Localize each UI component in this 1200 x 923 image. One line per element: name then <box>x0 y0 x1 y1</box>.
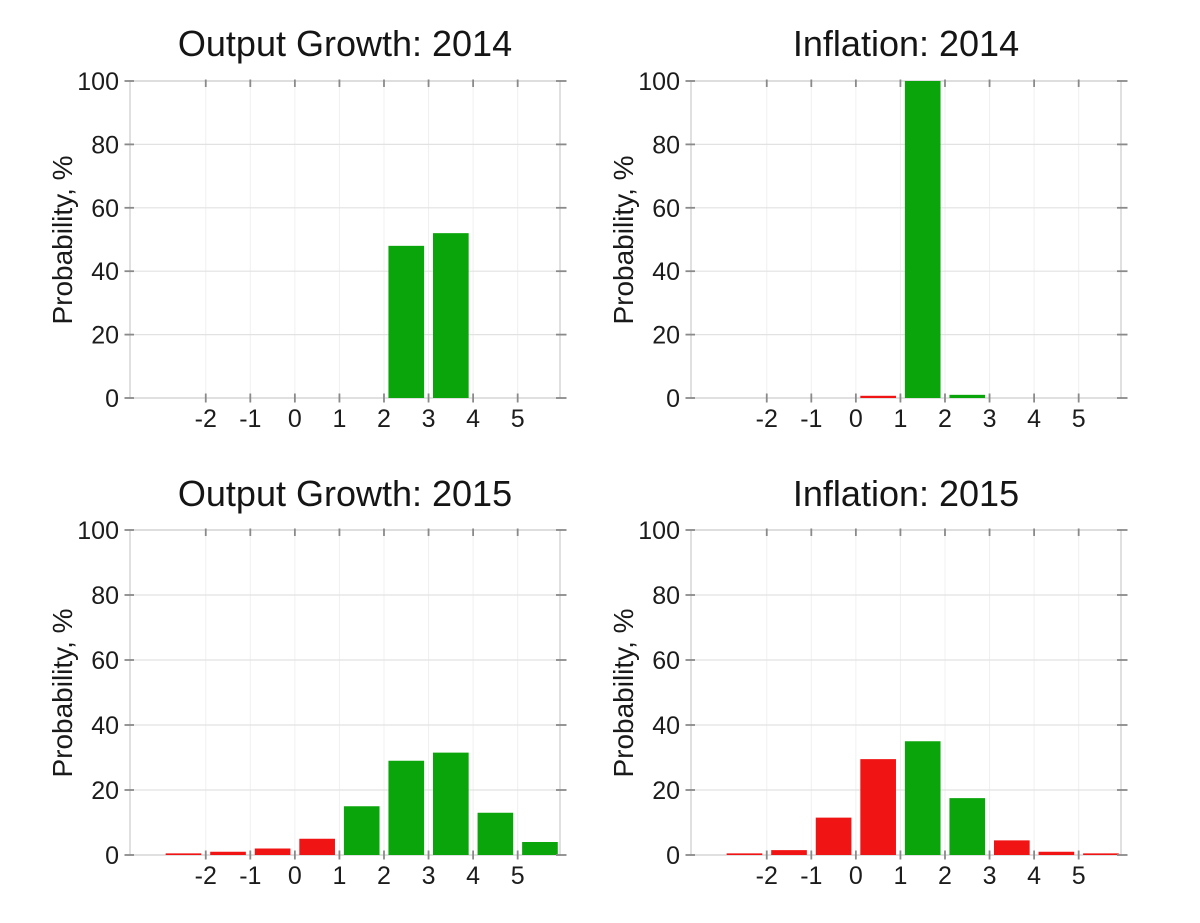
x-tick-label: -2 <box>756 862 778 890</box>
bar-0.5 <box>860 759 896 855</box>
bar-3.5 <box>994 840 1030 855</box>
x-tick-label: 1 <box>332 405 346 433</box>
x-tick-label: 0 <box>288 862 302 890</box>
x-tick-label: 5 <box>511 862 525 890</box>
chart-0: -2 -1 0 1 2 3 4 5 0 20 40 60 80 100 <box>77 68 567 433</box>
bar-0.5 <box>860 395 896 398</box>
x-tick-label: 2 <box>377 405 391 433</box>
y-tick-label: 0 <box>666 385 680 413</box>
plot-frame <box>129 80 561 399</box>
bar-3.5 <box>433 233 469 398</box>
x-tick-label: 3 <box>422 405 436 433</box>
y-tick-label: 60 <box>652 647 680 675</box>
x-tick-label: 4 <box>1027 405 1041 433</box>
y-axis-label-probability: Probability, % <box>608 607 639 778</box>
x-tick-label: -1 <box>800 405 822 433</box>
bar-5.5 <box>1083 853 1119 855</box>
y-tick-label: 40 <box>652 712 680 740</box>
y-tick-label: 100 <box>77 517 119 545</box>
bar--1.5 <box>771 850 807 855</box>
y-tick-label: 100 <box>77 68 119 96</box>
y-tick-label: 20 <box>652 777 680 805</box>
y-tick-label: 40 <box>91 258 119 286</box>
x-tick-label: 0 <box>288 405 302 433</box>
x-tick-label: -2 <box>195 405 217 433</box>
x-tick-label: 3 <box>983 862 997 890</box>
x-tick-label: 3 <box>422 862 436 890</box>
x-tick-label: 1 <box>893 862 907 890</box>
y-tick-label: 20 <box>91 777 119 805</box>
bar-2.5 <box>949 394 986 398</box>
y-tick-label: 100 <box>638 68 680 96</box>
bar-2.5 <box>388 760 425 855</box>
bar-4.5 <box>477 812 514 855</box>
x-tick-label: 5 <box>511 405 525 433</box>
x-tick-label: 3 <box>983 405 997 433</box>
x-tick-label: -1 <box>239 862 261 890</box>
chart-title-output-growth-2014: Output Growth: 2014 <box>177 23 513 64</box>
bar--2.5 <box>726 853 763 855</box>
y-tick-label: 80 <box>652 131 680 159</box>
bar-1.5 <box>904 741 941 855</box>
chart-1: -2 -1 0 1 2 3 4 5 0 20 40 60 80 100 <box>638 68 1128 433</box>
x-tick-label: 4 <box>466 405 480 433</box>
x-tick-label: 4 <box>466 862 480 890</box>
y-axis-label-probability: Probability, % <box>47 154 78 325</box>
y-tick-label: 60 <box>91 195 119 223</box>
y-tick-label: 80 <box>91 131 119 159</box>
y-tick-label: 100 <box>638 517 680 545</box>
x-tick-label: 2 <box>938 862 952 890</box>
y-tick-label: 60 <box>652 195 680 223</box>
x-tick-label: 5 <box>1072 405 1086 433</box>
bar--0.5 <box>815 817 852 855</box>
bar--0.5 <box>254 848 291 855</box>
chart-title-inflation-2015: Inflation: 2015 <box>792 473 1020 514</box>
y-tick-label: 0 <box>666 842 680 870</box>
y-tick-label: 60 <box>91 647 119 675</box>
bar-1.5 <box>343 806 380 855</box>
bar-1.5 <box>904 81 941 398</box>
bar--1.5 <box>210 851 246 855</box>
y-tick-label: 40 <box>91 712 119 740</box>
y-tick-label: 80 <box>652 582 680 610</box>
x-tick-label: -1 <box>800 862 822 890</box>
chart-title-output-growth-2015: Output Growth: 2015 <box>177 473 513 514</box>
x-tick-label: 1 <box>332 862 346 890</box>
x-tick-label: 0 <box>849 862 863 890</box>
chart-3: -2 -1 0 1 2 3 4 5 0 20 40 60 80 100 <box>638 517 1128 890</box>
x-tick-label: 5 <box>1072 862 1086 890</box>
y-axis-label-probability: Probability, % <box>608 154 639 325</box>
x-tick-label: 2 <box>938 405 952 433</box>
y-tick-label: 0 <box>105 842 119 870</box>
x-tick-label: 2 <box>377 862 391 890</box>
bar-2.5 <box>388 245 425 398</box>
chart-title-inflation-2014: Inflation: 2014 <box>792 23 1020 64</box>
x-tick-label: -2 <box>195 862 217 890</box>
x-tick-label: -2 <box>756 405 778 433</box>
y-axis-label-probability: Probability, % <box>47 607 78 778</box>
y-tick-label: 20 <box>652 322 680 350</box>
bar-5.5 <box>522 842 558 855</box>
chart-2: -2 -1 0 1 2 3 4 5 0 20 40 60 80 100 <box>77 517 567 890</box>
x-tick-label: 1 <box>893 405 907 433</box>
x-tick-label: -1 <box>239 405 261 433</box>
y-tick-label: 80 <box>91 582 119 610</box>
y-tick-label: 0 <box>105 385 119 413</box>
y-tick-label: 40 <box>652 258 680 286</box>
bar--2.5 <box>165 853 202 855</box>
y-tick-label: 20 <box>91 322 119 350</box>
bar-4.5 <box>1038 851 1075 855</box>
bar-3.5 <box>433 752 469 855</box>
x-tick-label: 4 <box>1027 862 1041 890</box>
bar-2.5 <box>949 798 986 855</box>
bar-0.5 <box>299 838 335 855</box>
x-tick-label: 0 <box>849 405 863 433</box>
